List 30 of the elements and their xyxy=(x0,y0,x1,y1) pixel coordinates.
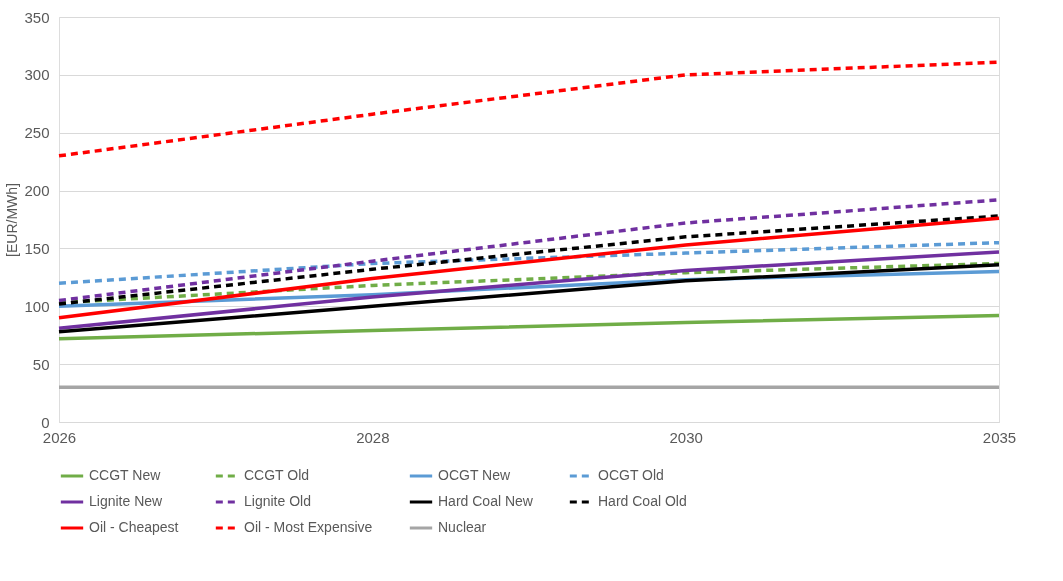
legend-label: OCGT Old xyxy=(598,467,664,483)
legend-label: CCGT New xyxy=(89,467,162,483)
legend-label: OCGT New xyxy=(438,467,511,483)
y-tick-label: 50 xyxy=(32,355,50,373)
x-tick-label: 2026 xyxy=(42,428,77,446)
legend-label: Oil - Cheapest xyxy=(89,519,179,535)
y-tick-label: 350 xyxy=(24,8,50,26)
y-tick-label: 200 xyxy=(24,182,50,200)
x-tick-label: 2035 xyxy=(982,428,1017,446)
y-tick-label: 0 xyxy=(41,413,50,431)
y-tick-label: 250 xyxy=(24,124,50,142)
legend-label: Hard Coal Old xyxy=(598,493,687,509)
y-axis-title: [EUR/MWh] xyxy=(4,183,21,257)
legend-label: Hard Coal New xyxy=(438,493,534,509)
legend-label: Oil - Most Expensive xyxy=(244,519,373,535)
y-tick-label: 100 xyxy=(24,297,50,315)
y-tick-label: 150 xyxy=(24,239,50,257)
legend-label: CCGT Old xyxy=(244,467,310,483)
x-tick-label: 2028 xyxy=(356,428,390,446)
line-series xyxy=(57,262,1001,334)
x-tick-label: 2030 xyxy=(669,428,703,446)
legend-label: Nuclear xyxy=(438,519,487,535)
line-series xyxy=(57,216,1001,320)
y-tick-label: 300 xyxy=(24,66,50,84)
legend-label: Lignite New xyxy=(89,493,164,509)
legend-label: Lignite Old xyxy=(244,493,311,509)
line-series xyxy=(57,240,1001,285)
line-series xyxy=(57,250,1001,331)
line-series xyxy=(57,214,1001,306)
line-series xyxy=(57,313,1001,341)
